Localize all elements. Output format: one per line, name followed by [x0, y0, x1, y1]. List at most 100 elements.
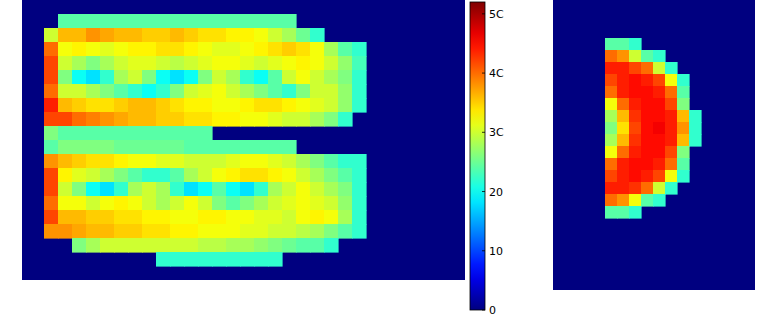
cell: [100, 28, 115, 43]
cell: [629, 62, 642, 75]
cell: [128, 126, 143, 141]
cell: [44, 28, 59, 43]
cell: [240, 196, 255, 211]
cell: [641, 122, 654, 135]
cell: [240, 14, 255, 29]
cell: [282, 28, 297, 43]
cell: [170, 168, 185, 183]
cell: [212, 28, 227, 43]
cell: [268, 182, 283, 197]
cell: [240, 210, 255, 225]
cell: [282, 56, 297, 71]
cell: [653, 170, 666, 183]
cell: [653, 50, 666, 63]
cell: [665, 86, 678, 99]
cell: [324, 238, 339, 253]
colorbar-tick: [482, 250, 485, 251]
cell: [114, 112, 129, 127]
cell: [58, 196, 73, 211]
cell: [198, 70, 213, 85]
cell: [310, 238, 325, 253]
cell: [142, 84, 157, 99]
cell: [198, 252, 213, 267]
cell: [653, 194, 666, 207]
cell: [44, 210, 59, 225]
cell: [617, 194, 630, 207]
cell: [282, 210, 297, 225]
figure: 5C4C3C20100: [0, 0, 759, 320]
cell: [58, 126, 73, 141]
cell: [677, 134, 690, 147]
cell: [324, 168, 339, 183]
cell: [44, 182, 59, 197]
cell: [184, 84, 199, 99]
cell: [240, 238, 255, 253]
cell: [324, 84, 339, 99]
cell: [338, 210, 353, 225]
cell: [198, 210, 213, 225]
cell: [156, 98, 171, 113]
cell: [689, 134, 702, 147]
cell: [44, 196, 59, 211]
cell: [240, 42, 255, 57]
cell: [72, 70, 87, 85]
cell: [653, 182, 666, 195]
cell: [72, 84, 87, 99]
cell: [44, 98, 59, 113]
cell: [254, 28, 269, 43]
cell: [677, 74, 690, 87]
cells: [605, 38, 702, 219]
cell: [170, 70, 185, 85]
cell: [86, 210, 101, 225]
cell: [44, 126, 59, 141]
cell: [629, 110, 642, 123]
cell: [72, 42, 87, 57]
cell: [226, 210, 241, 225]
cell: [629, 122, 642, 135]
cell: [114, 182, 129, 197]
cell: [184, 224, 199, 239]
cell: [170, 238, 185, 253]
cell: [128, 14, 143, 29]
cell: [324, 196, 339, 211]
cell: [142, 210, 157, 225]
cell: [310, 84, 325, 99]
cell: [170, 28, 185, 43]
cell: [142, 98, 157, 113]
cell: [268, 70, 283, 85]
cell: [605, 122, 618, 135]
cell: [212, 14, 227, 29]
cell: [58, 70, 73, 85]
cell: [665, 98, 678, 111]
cell: [352, 56, 367, 71]
cell: [114, 98, 129, 113]
cell: [653, 62, 666, 75]
cell: [296, 224, 311, 239]
cell: [128, 84, 143, 99]
cell: [677, 86, 690, 99]
cell: [677, 146, 690, 159]
cell: [605, 182, 618, 195]
cell: [100, 196, 115, 211]
cell: [240, 154, 255, 169]
cell: [184, 182, 199, 197]
cell: [86, 42, 101, 57]
colorbar-tick-label: 20: [489, 186, 503, 199]
cell: [653, 74, 666, 87]
cell: [44, 112, 59, 127]
cell: [156, 182, 171, 197]
cell: [44, 168, 59, 183]
cell: [240, 70, 255, 85]
cell: [629, 74, 642, 87]
cell: [296, 84, 311, 99]
cell: [641, 170, 654, 183]
cell: [282, 196, 297, 211]
cell: [254, 154, 269, 169]
cell: [212, 56, 227, 71]
cell: [128, 168, 143, 183]
cell: [689, 110, 702, 123]
cell: [653, 110, 666, 123]
cell: [268, 28, 283, 43]
cell: [296, 112, 311, 127]
cell: [254, 84, 269, 99]
